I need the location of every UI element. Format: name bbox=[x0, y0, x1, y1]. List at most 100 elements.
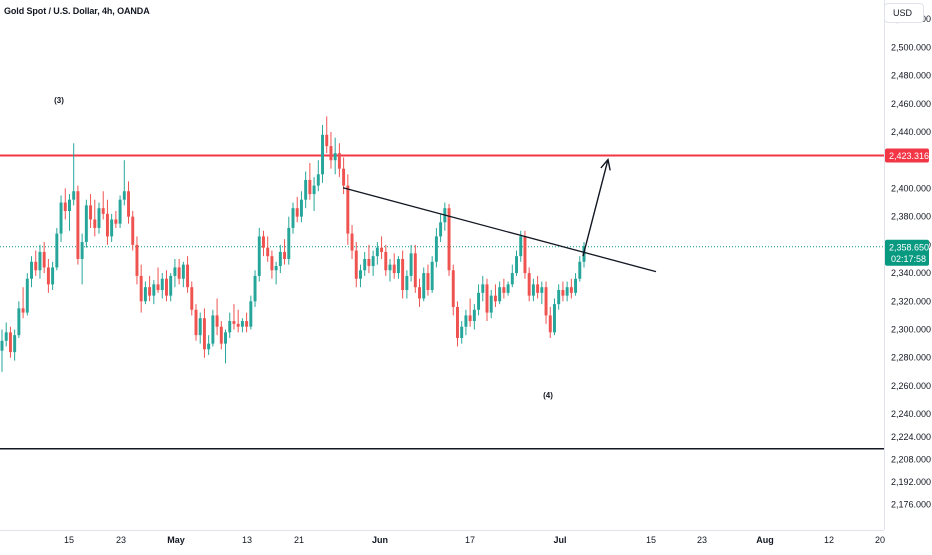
candle-body bbox=[464, 315, 468, 327]
candle-body bbox=[312, 185, 316, 195]
candle bbox=[80, 233, 84, 285]
currency-button[interactable]: USD bbox=[884, 3, 924, 23]
candle bbox=[375, 242, 379, 265]
candle bbox=[295, 196, 299, 223]
candle-body bbox=[152, 284, 156, 296]
candle bbox=[523, 230, 527, 279]
x-tick-label: May bbox=[167, 535, 185, 545]
candle-body bbox=[51, 267, 55, 285]
candle-body bbox=[430, 261, 434, 291]
candle bbox=[207, 335, 211, 355]
candle-body bbox=[245, 321, 249, 327]
candle bbox=[110, 213, 114, 243]
candle bbox=[350, 225, 354, 259]
candle-body bbox=[409, 253, 413, 276]
candle-body bbox=[333, 153, 337, 161]
candle bbox=[367, 244, 371, 274]
candle bbox=[135, 236, 139, 285]
candle bbox=[190, 281, 194, 316]
candle-body bbox=[101, 208, 105, 214]
candle-body bbox=[17, 308, 21, 336]
candle bbox=[156, 267, 160, 293]
candle-body bbox=[540, 287, 544, 293]
projection-arrow[interactable] bbox=[582, 159, 609, 257]
candle-body bbox=[274, 266, 278, 271]
candle bbox=[536, 275, 540, 299]
candle bbox=[59, 195, 63, 243]
candle bbox=[510, 264, 514, 288]
candle-body bbox=[122, 191, 126, 200]
candle-body bbox=[451, 270, 455, 307]
candle-body bbox=[401, 258, 405, 291]
candle bbox=[329, 131, 333, 169]
candle-body bbox=[186, 264, 190, 288]
candle bbox=[426, 264, 430, 296]
candle-body bbox=[46, 267, 50, 285]
candle-body bbox=[93, 219, 97, 228]
candle bbox=[553, 298, 556, 336]
candle-body bbox=[283, 251, 287, 259]
candle-body bbox=[561, 290, 565, 296]
candle bbox=[93, 199, 97, 237]
candle-body bbox=[160, 278, 164, 291]
candle-body bbox=[190, 287, 194, 310]
candle bbox=[143, 281, 147, 305]
candle bbox=[531, 278, 535, 302]
candle-body bbox=[173, 267, 177, 276]
candle bbox=[299, 191, 303, 223]
candle-body bbox=[105, 213, 109, 237]
candle bbox=[456, 301, 459, 347]
candle-body bbox=[380, 247, 384, 252]
candle-body bbox=[493, 295, 497, 302]
candle-body bbox=[30, 261, 33, 279]
candle-body bbox=[143, 287, 147, 302]
candle-body bbox=[565, 287, 569, 296]
candle bbox=[468, 298, 472, 327]
candle-body bbox=[321, 134, 324, 175]
candle bbox=[502, 278, 506, 299]
candle bbox=[333, 137, 337, 175]
candle bbox=[72, 143, 76, 206]
candle bbox=[30, 256, 33, 288]
candle-body bbox=[34, 261, 38, 271]
candle bbox=[42, 242, 46, 274]
candle-body bbox=[316, 174, 320, 186]
candle bbox=[122, 160, 126, 206]
candle bbox=[283, 239, 287, 265]
candle bbox=[485, 278, 489, 322]
candle-body bbox=[569, 287, 573, 293]
candle bbox=[278, 244, 282, 274]
candle bbox=[574, 273, 578, 296]
candle bbox=[388, 258, 392, 282]
candle bbox=[363, 251, 367, 276]
candle bbox=[515, 250, 518, 276]
x-tick-label: 15 bbox=[646, 535, 656, 545]
candle bbox=[439, 213, 443, 243]
candle-body bbox=[308, 179, 312, 195]
candle bbox=[380, 236, 384, 259]
candle bbox=[405, 270, 409, 299]
candle bbox=[527, 267, 531, 302]
candle-body bbox=[363, 258, 367, 271]
candle-body bbox=[329, 146, 333, 161]
candle-body bbox=[68, 199, 71, 211]
candle bbox=[396, 256, 400, 279]
candle-body bbox=[8, 332, 12, 353]
candle-body bbox=[114, 219, 118, 224]
candle bbox=[418, 278, 421, 307]
candle bbox=[148, 275, 152, 302]
candle-body bbox=[4, 332, 8, 341]
trendline[interactable] bbox=[342, 187, 657, 273]
candle-body bbox=[135, 244, 139, 276]
candle-body bbox=[270, 256, 274, 271]
candle bbox=[262, 230, 265, 257]
candle bbox=[13, 329, 17, 361]
candle-body bbox=[553, 304, 556, 333]
candle bbox=[561, 281, 565, 302]
candle bbox=[34, 250, 38, 276]
candle-body bbox=[59, 202, 63, 234]
candle bbox=[540, 281, 544, 305]
candle-body bbox=[498, 287, 502, 302]
